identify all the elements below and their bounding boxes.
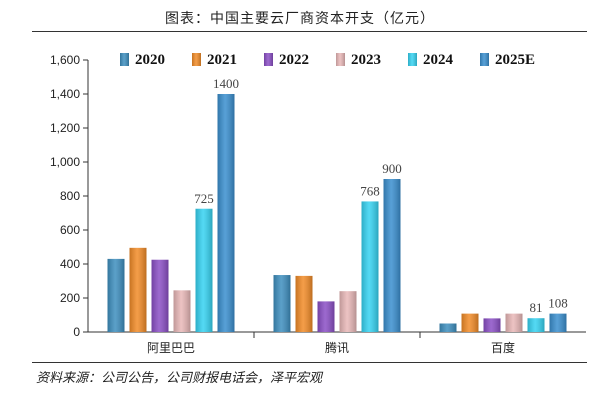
- y-tick-label: 1,200: [50, 121, 80, 135]
- legend-label: 2023: [351, 52, 381, 68]
- data-label: 768: [360, 183, 380, 198]
- bar-shade: [483, 318, 501, 332]
- data-label: 725: [194, 191, 214, 206]
- bar-shade: [383, 179, 401, 332]
- data-label: 1400: [213, 76, 239, 91]
- y-tick-label: 600: [60, 223, 80, 237]
- data-label: 900: [382, 161, 402, 176]
- bar-shade: [439, 323, 457, 332]
- legend-label: 2020: [135, 52, 165, 68]
- bar-shade: [527, 318, 545, 332]
- bar-shade: [195, 208, 213, 332]
- y-tick-label: 1,600: [50, 53, 80, 67]
- y-tick-label: 0: [73, 325, 80, 339]
- legend-swatch-shade: [192, 53, 201, 66]
- bar-shade: [361, 201, 379, 332]
- bar-shade: [273, 275, 291, 332]
- legend-swatch-shade: [264, 53, 273, 66]
- y-tick-label: 400: [60, 257, 80, 271]
- legend-label: 2021: [207, 52, 237, 68]
- legend-label: 2022: [279, 52, 309, 68]
- bar-shade: [173, 290, 191, 332]
- legend-label: 2025E: [495, 52, 535, 68]
- legend-swatch-shade: [480, 53, 489, 66]
- legend-swatch-shade: [408, 53, 417, 66]
- legend-swatch-shade: [336, 53, 345, 66]
- legend-label: 2024: [423, 52, 454, 68]
- bar-shade: [549, 313, 567, 332]
- source-note: 资料来源：公司公告，公司财报电话会，泽平宏观: [36, 371, 323, 386]
- x-category-label: 百度: [491, 340, 515, 355]
- bar-shade: [295, 275, 313, 332]
- bar-shade: [505, 313, 523, 332]
- bar-shade: [317, 301, 335, 332]
- bar-shade: [107, 258, 125, 332]
- x-category-label: 阿里巴巴: [147, 341, 195, 355]
- chart-title: 图表：中国主要云厂商资本开支（亿元）: [165, 11, 435, 27]
- title-rule: [32, 31, 587, 32]
- bar-shade: [151, 259, 169, 332]
- x-category-label: 腾讯: [325, 340, 349, 355]
- bar-shade: [217, 94, 235, 332]
- bar-shade: [129, 247, 147, 332]
- legend-swatch-shade: [120, 53, 129, 66]
- data-label: 81: [530, 300, 543, 315]
- y-tick-label: 1,400: [50, 87, 80, 101]
- bar-shade: [339, 291, 357, 332]
- bar-shade: [461, 313, 479, 332]
- y-tick-label: 1,000: [50, 155, 80, 169]
- y-tick-label: 800: [60, 189, 80, 203]
- y-tick-label: 200: [60, 291, 80, 305]
- footer-rule: [32, 362, 587, 363]
- data-label: 108: [548, 296, 568, 311]
